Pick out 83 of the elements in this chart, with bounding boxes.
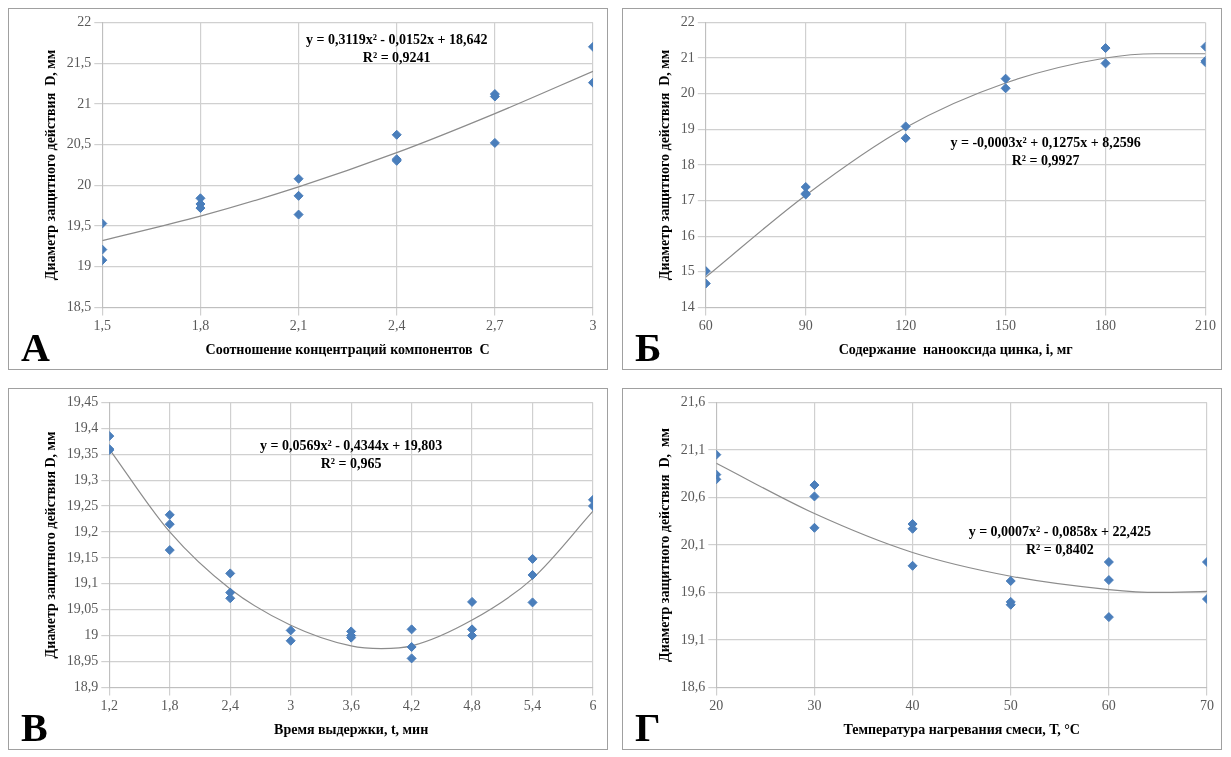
x-tick-label: 1,8 xyxy=(191,318,210,334)
y-tick-label: 20,1 xyxy=(680,536,706,552)
y-tick-label: 21 xyxy=(77,95,92,111)
y-tick-label: 22 xyxy=(77,14,92,30)
text: В xyxy=(21,705,48,750)
x-tick-label: 40 xyxy=(905,698,920,714)
y-tick-label: 18,5 xyxy=(66,299,92,315)
y-tick-label: 21,6 xyxy=(680,394,706,410)
annotation: y = 0,0569x² - 0,4344x + 19,803 xyxy=(259,438,443,454)
x-tick-label: 210 xyxy=(1195,318,1216,334)
x-tick-label: 60 xyxy=(1101,698,1116,714)
y-tick-label: 19,05 xyxy=(66,601,99,617)
x-tick-label: 120 xyxy=(895,318,917,334)
x-tick-label: 4,2 xyxy=(402,698,421,714)
annotation: y = 0,3119x² - 0,0152x + 18,642 xyxy=(305,32,488,48)
y-tick-label: 21 xyxy=(680,49,695,65)
y-axis-title: Диаметр защитного действия D, мм xyxy=(43,430,59,659)
text: Б xyxy=(635,325,662,370)
x-tick-label: 60 xyxy=(698,318,713,334)
y-tick-label: 19,15 xyxy=(66,549,99,565)
y-tick-label: 19,1 xyxy=(73,575,99,591)
x-tick-label: 1,5 xyxy=(93,318,112,334)
text: Г xyxy=(635,705,661,750)
y-tick-label: 19,3 xyxy=(73,471,99,487)
x-tick-label: 2,7 xyxy=(486,318,504,334)
y-axis-title: Диаметр защитного действия D, мм xyxy=(43,49,59,281)
y-tick-label: 19 xyxy=(77,258,92,274)
x-tick-label: 20 xyxy=(709,698,724,714)
x-tick-label: 2,1 xyxy=(289,318,308,334)
y-tick-label: 19,45 xyxy=(66,394,99,410)
y-tick-label: 15 xyxy=(680,263,695,279)
x-tick-label: 4,8 xyxy=(463,698,481,714)
annotation: R² = 0,965 xyxy=(320,456,382,472)
x-tick-label: 3,6 xyxy=(342,698,360,714)
y-tick-label: 19 xyxy=(84,627,99,643)
x-tick-label: 50 xyxy=(1003,698,1018,714)
y-tick-label: 19,2 xyxy=(73,523,99,539)
y-tick-label: 18,95 xyxy=(66,653,99,669)
x-axis-title: Время выдержки, t, мин xyxy=(274,722,429,738)
x-tick-label: 1,2 xyxy=(100,698,119,714)
annotation: R² = 0,8402 xyxy=(1025,541,1094,557)
y-tick-label: 20,6 xyxy=(680,489,706,505)
y-tick-label: 21,1 xyxy=(680,441,706,457)
text: А xyxy=(21,325,50,370)
y-tick-label: 20,5 xyxy=(66,136,92,152)
y-tick-label: 16 xyxy=(680,227,695,243)
y-tick-label: 18,6 xyxy=(680,679,706,695)
y-tick-label: 18 xyxy=(680,156,695,172)
x-tick-label: 1,8 xyxy=(161,698,179,714)
x-axis-title: Содержание нанооксида цинка, i, мг xyxy=(838,342,1073,358)
y-axis-title: Диаметр защитного действия D, мм xyxy=(657,427,673,662)
y-tick-label: 19,6 xyxy=(680,584,706,600)
y-tick-label: 17 xyxy=(680,192,695,208)
x-tick-label: 3 xyxy=(287,698,295,714)
x-axis-title: Температура нагревания смеси, Т, °С xyxy=(843,722,1080,738)
x-tick-label: 5,4 xyxy=(523,698,542,714)
y-tick-label: 19 xyxy=(680,120,695,136)
y-tick-label: 18,9 xyxy=(73,679,99,695)
x-tick-label: 180 xyxy=(1095,318,1117,334)
y-tick-label: 21,5 xyxy=(66,54,92,70)
y-tick-label: 19,1 xyxy=(680,631,706,647)
y-tick-label: 19,35 xyxy=(66,445,99,461)
annotation: y = 0,0007x² - 0,0858x + 22,425 xyxy=(968,523,1151,539)
x-tick-label: 90 xyxy=(798,318,813,334)
x-tick-label: 2,4 xyxy=(221,698,239,714)
annotation: R² = 0,9241 xyxy=(362,50,431,66)
x-tick-label: 2,4 xyxy=(387,318,406,334)
x-tick-label: 3 xyxy=(589,318,597,334)
y-tick-label: 19,5 xyxy=(66,217,92,233)
y-tick-label: 20 xyxy=(77,176,92,192)
annotation: R² = 0,9927 xyxy=(1011,153,1080,169)
y-tick-label: 22 xyxy=(680,14,695,30)
y-tick-label: 20 xyxy=(680,85,695,101)
y-tick-label: 19,25 xyxy=(66,497,99,513)
x-tick-label: 150 xyxy=(995,318,1017,334)
x-tick-label: 30 xyxy=(807,698,822,714)
y-axis-title: Диаметр защитного действия D, мм xyxy=(657,49,673,281)
annotation: y = -0,0003x² + 0,1275x + 8,2596 xyxy=(950,135,1141,151)
x-tick-label: 6 xyxy=(589,698,597,714)
y-tick-label: 19,4 xyxy=(73,419,99,435)
x-tick-label: 70 xyxy=(1200,698,1214,714)
y-tick-label: 14 xyxy=(680,299,695,315)
x-axis-title: Соотношение концентраций компонентов С xyxy=(205,342,490,358)
